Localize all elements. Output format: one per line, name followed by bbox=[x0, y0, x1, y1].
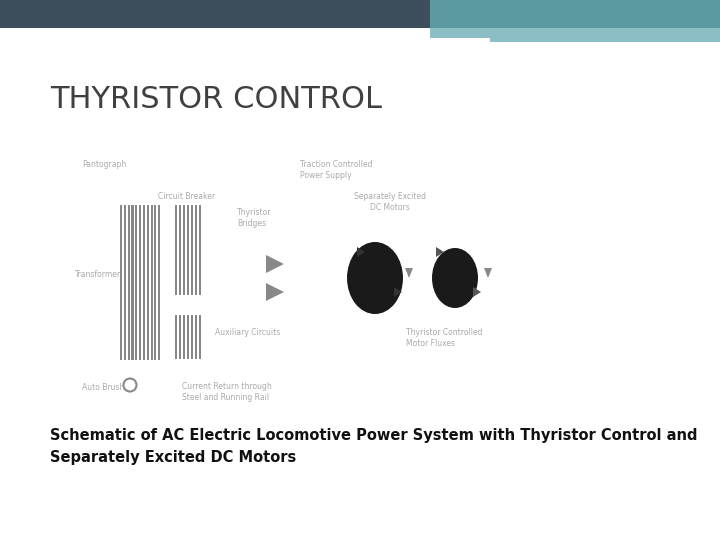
Bar bbox=[143, 205, 145, 360]
Text: Schematic of AC Electric Locomotive Power System with Thyristor Control and
Sepa: Schematic of AC Electric Locomotive Powe… bbox=[50, 428, 698, 465]
Text: Auto Brush: Auto Brush bbox=[82, 383, 125, 392]
Polygon shape bbox=[430, 0, 720, 28]
Bar bbox=[139, 205, 141, 360]
Polygon shape bbox=[490, 28, 720, 42]
Ellipse shape bbox=[432, 248, 478, 308]
Bar bbox=[195, 315, 197, 359]
Text: THYRISTOR CONTROL: THYRISTOR CONTROL bbox=[50, 85, 382, 114]
Text: Thyristor Controlled
Motor Fluxes: Thyristor Controlled Motor Fluxes bbox=[406, 328, 482, 348]
Polygon shape bbox=[430, 28, 490, 38]
Polygon shape bbox=[266, 255, 284, 273]
Polygon shape bbox=[484, 268, 492, 278]
Polygon shape bbox=[405, 268, 413, 278]
Polygon shape bbox=[436, 247, 444, 257]
Text: Traction Controlled
Power Supply: Traction Controlled Power Supply bbox=[300, 160, 372, 180]
Bar bbox=[191, 205, 193, 295]
Bar bbox=[187, 315, 189, 359]
Text: Circuit Breaker: Circuit Breaker bbox=[158, 192, 215, 201]
Bar bbox=[179, 205, 181, 295]
Text: Pantograph: Pantograph bbox=[82, 160, 126, 169]
Bar bbox=[195, 205, 197, 295]
Bar bbox=[132, 205, 133, 360]
Polygon shape bbox=[357, 247, 365, 257]
Bar bbox=[120, 205, 122, 360]
Bar bbox=[150, 205, 153, 360]
Bar bbox=[127, 205, 130, 360]
Bar bbox=[199, 315, 201, 359]
Polygon shape bbox=[473, 287, 481, 297]
Bar bbox=[124, 205, 126, 360]
Bar bbox=[183, 205, 185, 295]
Bar bbox=[154, 205, 156, 360]
Bar bbox=[183, 315, 185, 359]
Text: Auxiliary Circuits: Auxiliary Circuits bbox=[215, 328, 280, 337]
Bar bbox=[158, 205, 161, 360]
Text: Current Return through
Steel and Running Rail: Current Return through Steel and Running… bbox=[182, 382, 271, 402]
Bar bbox=[179, 315, 181, 359]
Bar bbox=[175, 315, 177, 359]
Bar bbox=[135, 205, 138, 360]
Polygon shape bbox=[0, 0, 720, 28]
Polygon shape bbox=[394, 287, 402, 297]
Bar bbox=[187, 205, 189, 295]
Text: Transformer: Transformer bbox=[75, 270, 121, 279]
Bar bbox=[147, 205, 149, 360]
Text: Thyristor
Bridges: Thyristor Bridges bbox=[237, 208, 271, 228]
Bar bbox=[175, 205, 177, 295]
Bar bbox=[199, 205, 201, 295]
Text: Separately Excited
DC Motors: Separately Excited DC Motors bbox=[354, 192, 426, 212]
Bar bbox=[191, 315, 193, 359]
Polygon shape bbox=[266, 283, 284, 301]
Ellipse shape bbox=[347, 242, 403, 314]
